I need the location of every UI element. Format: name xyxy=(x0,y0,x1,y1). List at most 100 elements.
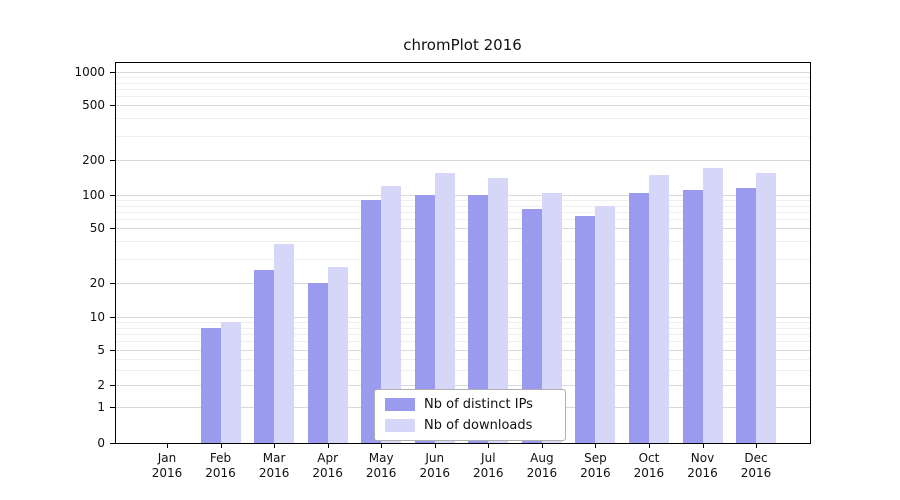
y-tick-mark xyxy=(110,228,115,229)
gridline-minor xyxy=(115,135,810,137)
y-tick-label: 50 xyxy=(89,221,105,235)
x-tick-label-year: 2016 xyxy=(633,466,665,480)
x-tick-mark xyxy=(381,444,383,448)
bar-downloads xyxy=(541,192,562,443)
gridline-minor xyxy=(115,358,810,360)
y-tick-label: 0 xyxy=(97,436,105,450)
bar-distinct-ips xyxy=(468,195,489,443)
x-tick-mark xyxy=(167,444,168,448)
x-tick-label-month: Feb xyxy=(209,451,232,465)
y-tick-mark xyxy=(110,385,115,386)
y-tick-mark xyxy=(110,317,115,318)
gridline-minor xyxy=(115,211,810,213)
bar-downloads xyxy=(381,185,402,443)
x-tick-mark xyxy=(327,444,329,448)
gridline-minor xyxy=(115,118,810,120)
gridline-major xyxy=(115,317,810,318)
x-tick-label-year: 2016 xyxy=(205,466,236,480)
gridline-major xyxy=(115,72,810,73)
x-tick-label-year: 2016 xyxy=(687,466,718,480)
bar-downloads xyxy=(220,322,241,443)
x-tick-label-month: Nov xyxy=(690,451,715,465)
x-tick-mark xyxy=(274,444,276,448)
gridline-major xyxy=(115,228,810,229)
y-tick-label: 500 xyxy=(82,98,105,112)
gridline-major xyxy=(115,105,810,106)
x-tick-label-month: Jul xyxy=(481,451,496,465)
chart-title: chromPlot 2016 xyxy=(403,36,522,54)
x-tick-mark xyxy=(220,444,222,448)
gridline-minor xyxy=(115,341,810,343)
gridline-minor xyxy=(115,205,810,207)
y-tick-mark xyxy=(110,195,115,196)
gridline-minor xyxy=(115,96,810,98)
y-tick-mark xyxy=(110,350,115,351)
x-tick-label-month: Mar xyxy=(262,451,286,465)
x-tick-label-year: 2016 xyxy=(740,466,772,480)
x-tick-label-month: Aug xyxy=(530,451,554,465)
x-tick-label-year: 2016 xyxy=(526,466,558,480)
gridline-minor xyxy=(115,369,810,371)
y-tick-label: 2 xyxy=(97,378,105,392)
x-tick-label-month: Jun xyxy=(425,451,445,465)
bar-distinct-ips xyxy=(414,195,435,443)
gridline-minor xyxy=(115,322,810,324)
y-tick-mark xyxy=(110,160,115,161)
x-tick-mark xyxy=(648,444,650,448)
y-tick-label: 1 xyxy=(97,400,105,414)
bar-distinct-ips xyxy=(361,200,382,443)
x-tick-label-month: May xyxy=(368,451,394,465)
x-tick-label-year: 2016 xyxy=(151,466,183,480)
y-tick-label: 1000 xyxy=(74,65,105,79)
gridline-minor xyxy=(115,327,810,329)
x-tick-label-month: Jan xyxy=(157,451,177,465)
legend: Nb of distinct IPs Nb of downloads xyxy=(374,389,566,441)
gridline-major xyxy=(115,160,810,161)
gridline-minor xyxy=(115,77,810,79)
gridline-minor xyxy=(115,241,810,243)
bar-downloads xyxy=(702,168,723,443)
x-tick-label-year: 2016 xyxy=(312,466,343,480)
bar-downloads xyxy=(648,174,669,443)
x-tick-mark xyxy=(434,444,436,448)
y-tick-mark xyxy=(110,407,115,408)
legend-item-distinct-ips: Nb of distinct IPs xyxy=(385,397,555,412)
gridline-minor xyxy=(115,82,810,84)
bar-downloads xyxy=(434,172,455,443)
x-tick-label-month: Sep xyxy=(584,451,607,465)
bar-distinct-ips xyxy=(200,327,221,443)
bar-distinct-ips xyxy=(254,269,275,443)
bar-distinct-ips xyxy=(736,187,757,443)
gridline-minor xyxy=(115,219,810,221)
y-tick-mark xyxy=(110,72,115,73)
y-tick-label: 5 xyxy=(97,343,105,357)
x-tick-mark xyxy=(541,444,543,448)
x-tick-label-year: 2016 xyxy=(365,466,397,480)
x-tick-mark xyxy=(702,444,704,448)
y-tick-label: 10 xyxy=(89,310,105,324)
bar-downloads xyxy=(327,267,348,443)
gridline-minor xyxy=(115,333,810,335)
gridline-major xyxy=(115,283,810,284)
bar-distinct-ips xyxy=(628,192,649,443)
gridline-major xyxy=(115,350,810,351)
gridline-major xyxy=(115,195,810,196)
y-tick-label: 20 xyxy=(89,276,105,290)
legend-label-downloads: Nb of downloads xyxy=(424,418,533,433)
x-tick-label-month: Apr xyxy=(317,451,339,465)
y-tick-mark xyxy=(110,283,115,284)
legend-swatch-downloads xyxy=(385,419,415,432)
x-tick-label-year: 2016 xyxy=(258,466,290,480)
y-tick-label: 200 xyxy=(82,153,105,167)
x-tick-mark xyxy=(488,444,490,448)
gridline-minor xyxy=(115,258,810,260)
legend-swatch-distinct-ips xyxy=(385,398,415,411)
legend-label-distinct-ips: Nb of distinct IPs xyxy=(424,397,533,412)
bar-downloads xyxy=(595,205,616,443)
x-tick-label-year: 2016 xyxy=(419,466,451,480)
x-tick-label-year: 2016 xyxy=(580,466,611,480)
gridline-minor xyxy=(115,88,810,90)
bar-distinct-ips xyxy=(682,190,703,443)
bar-downloads xyxy=(274,244,295,443)
